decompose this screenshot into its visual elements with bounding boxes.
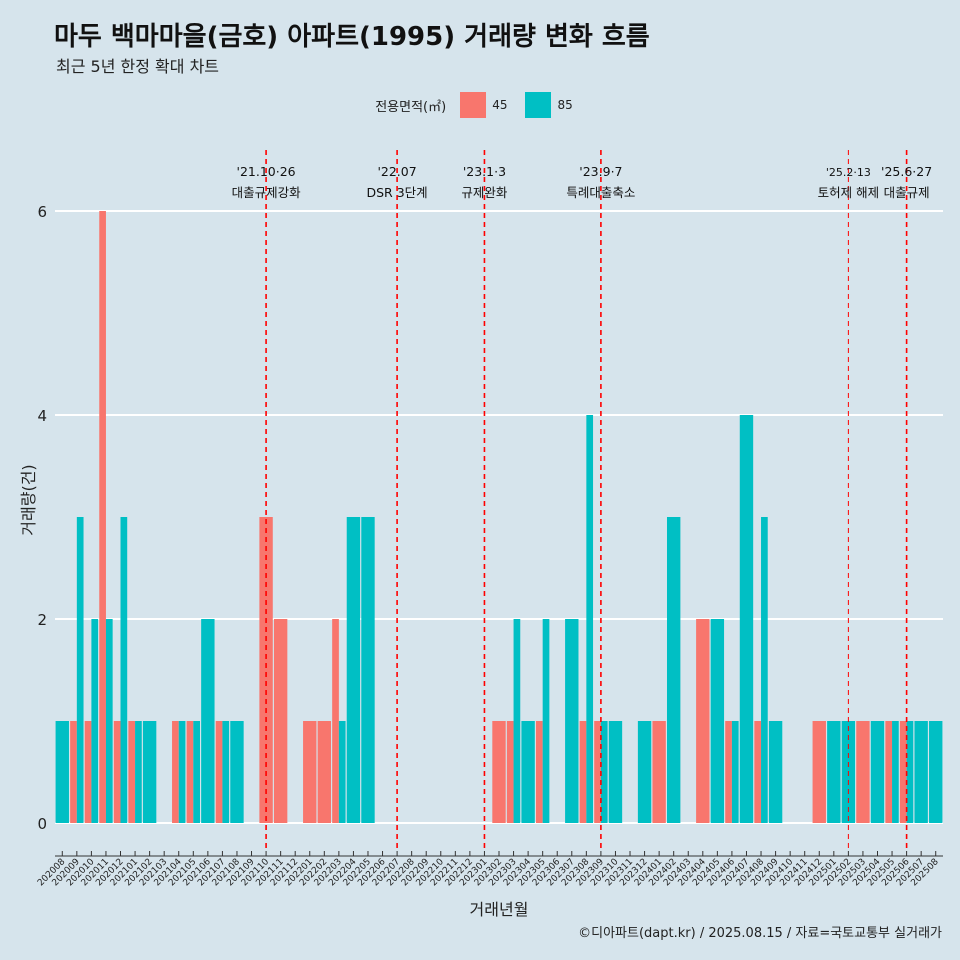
bar-85-202505 bbox=[892, 721, 899, 823]
bar-85-202409 bbox=[768, 721, 783, 823]
bar-85-202506 bbox=[906, 721, 914, 823]
bar-85-202108 bbox=[230, 721, 244, 823]
page-title: 마두 백마마을(금호) 아파트(1995) 거래량 변화 흐름 bbox=[54, 22, 650, 52]
bar-85-202105 bbox=[193, 721, 200, 823]
event-label-202110: 대출규제강화 bbox=[232, 185, 302, 200]
bar-85-202405 bbox=[710, 619, 725, 823]
bar-85-202407 bbox=[739, 415, 754, 823]
bar-85-202305 bbox=[542, 619, 550, 823]
bar-85-202406 bbox=[731, 721, 739, 823]
bar-85-202312 bbox=[637, 721, 652, 823]
y-tick-label-2: 2 bbox=[37, 611, 47, 629]
bar-85-202102 bbox=[142, 721, 157, 823]
legend-label-85: 85 bbox=[557, 98, 573, 112]
bar-45-202011 bbox=[99, 211, 106, 823]
bar-45-202012 bbox=[113, 721, 121, 823]
bar-45-202202 bbox=[317, 721, 332, 823]
legend: 전용면적(㎡) 45 85 bbox=[0, 92, 960, 118]
bar-85-202507 bbox=[914, 721, 928, 823]
bar-45-202406 bbox=[725, 721, 732, 823]
event-date-202502: '25.2·13 bbox=[826, 166, 871, 179]
y-tick-label-6: 6 bbox=[37, 203, 47, 221]
bar-45-202010 bbox=[84, 721, 92, 823]
event-date-202309: '23.9·7 bbox=[579, 164, 622, 179]
bar-45-202101 bbox=[128, 721, 136, 823]
bar-85-202011 bbox=[105, 619, 113, 823]
bar-85-202309 bbox=[600, 721, 608, 823]
bar-45-202503 bbox=[856, 721, 870, 823]
page-subtitle: 최근 5년 한정 확대 차트 bbox=[56, 57, 220, 76]
event-label-202506: 대출규제 bbox=[884, 185, 930, 200]
x-axis-title: 거래년월 bbox=[470, 900, 529, 919]
legend-label-45: 45 bbox=[492, 98, 508, 112]
bar-85-202008 bbox=[55, 721, 69, 823]
event-date-202301: '23.1·3 bbox=[463, 164, 506, 179]
y-axis-title: 거래량(건) bbox=[19, 464, 38, 535]
y-tick-label-0: 0 bbox=[37, 815, 47, 833]
event-label-202207: DSR 3단계 bbox=[367, 185, 428, 200]
bar-85-202508 bbox=[929, 721, 943, 823]
bar-85-202012 bbox=[120, 517, 128, 823]
bar-45-202302 bbox=[492, 721, 506, 823]
bar-85-202104 bbox=[178, 721, 186, 823]
bar-45-202505 bbox=[885, 721, 893, 823]
bar-45-202203 bbox=[332, 619, 339, 823]
bar-45-202107 bbox=[215, 721, 223, 823]
bar-85-202106 bbox=[201, 619, 215, 823]
bar-85-202304 bbox=[521, 721, 535, 823]
bar-85-202307 bbox=[565, 619, 579, 823]
legend-key-85 bbox=[525, 92, 552, 118]
bar-45-202506 bbox=[899, 721, 907, 823]
bar-85-202501 bbox=[827, 721, 841, 823]
bar-85-202203 bbox=[338, 721, 346, 823]
bar-85-202101 bbox=[135, 721, 142, 823]
bar-85-202504 bbox=[870, 721, 885, 823]
bar-45-202111 bbox=[273, 619, 288, 823]
bar-85-202402 bbox=[666, 517, 681, 823]
bar-85-202205 bbox=[361, 517, 375, 823]
bar-45-202308 bbox=[579, 721, 587, 823]
bar-45-202412 bbox=[812, 721, 826, 823]
bar-45-202309 bbox=[594, 721, 601, 823]
legend-key-45 bbox=[460, 92, 487, 118]
event-label-202301: 규제완화 bbox=[461, 185, 508, 200]
event-label-202309: 특례대출축소 bbox=[566, 185, 635, 200]
legend-title: 전용면적(㎡) bbox=[375, 99, 447, 115]
caption: ©디아파트(dapt.kr) / 2025.08.15 / 자료=국토교통부 실… bbox=[578, 926, 942, 941]
event-label-202502: 토허제 해제 bbox=[818, 185, 879, 200]
bar-85-202308 bbox=[586, 415, 594, 823]
bar-85-202303 bbox=[513, 619, 521, 823]
bar-45-202404 bbox=[696, 619, 710, 823]
bar-45-202009 bbox=[70, 721, 77, 823]
bar-45-202408 bbox=[754, 721, 762, 823]
bar-85-202107 bbox=[222, 721, 230, 823]
bar-45-202303 bbox=[506, 721, 514, 823]
bar-45-202305 bbox=[535, 721, 543, 823]
bar-45-202110 bbox=[259, 517, 273, 823]
event-date-202207: '22.07 bbox=[377, 164, 416, 179]
event-date-202110: '21.10·26 bbox=[237, 164, 296, 179]
bar-85-202204 bbox=[346, 517, 361, 823]
bar-85-202408 bbox=[761, 517, 768, 823]
bar-45-202104 bbox=[172, 721, 179, 823]
bar-45-202401 bbox=[652, 721, 666, 823]
event-date-202506: '25.6·27 bbox=[881, 164, 932, 179]
bar-45-202201 bbox=[303, 721, 317, 823]
bar-85-202009 bbox=[76, 517, 84, 823]
bar-85-202010 bbox=[91, 619, 99, 823]
bar-45-202105 bbox=[186, 721, 194, 823]
y-tick-label-4: 4 bbox=[37, 407, 47, 425]
bar-85-202310 bbox=[608, 721, 623, 823]
